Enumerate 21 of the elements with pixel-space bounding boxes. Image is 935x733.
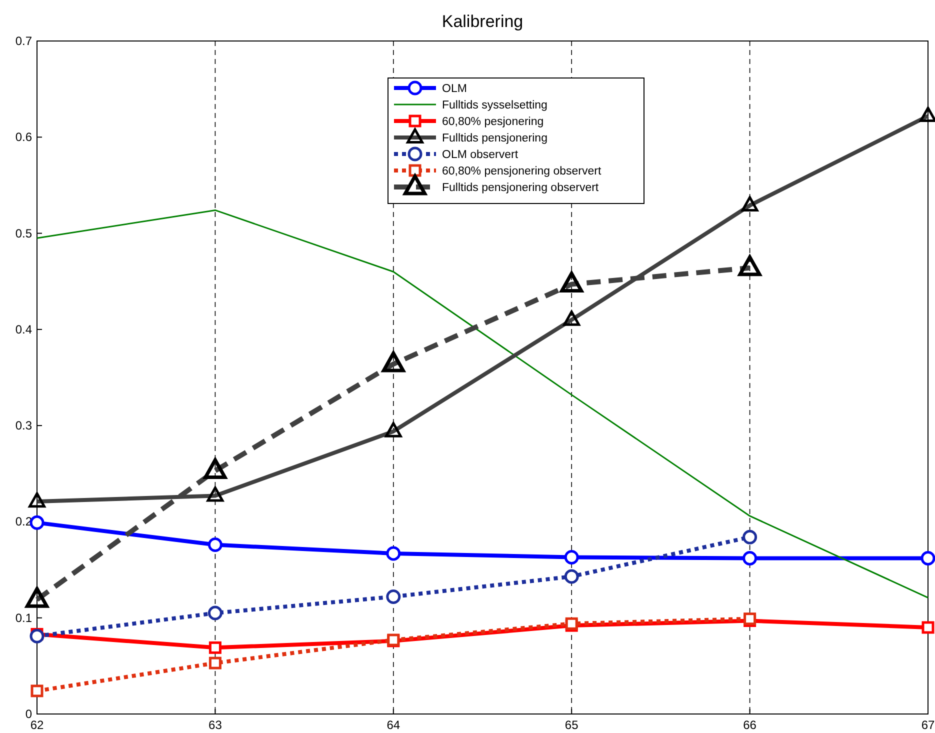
legend-label: Fulltids sysselsetting — [442, 100, 548, 112]
legend-label: Fulltids pensjonering — [442, 132, 548, 144]
x-tick-label: 64 — [386, 718, 400, 732]
legend-label: Fulltids pensjonering observert — [442, 182, 600, 194]
legend-label: OLM — [442, 83, 467, 95]
legend-label: 60,80% pesjonering — [442, 116, 544, 128]
legend-label: 60,80% pensjonering observert — [442, 166, 602, 178]
x-tick-label: 63 — [208, 718, 222, 732]
x-tick-label: 67 — [921, 718, 935, 732]
chart-title: Kalibrering — [442, 12, 524, 31]
x-tick-label: 65 — [564, 718, 579, 732]
y-tick-label: 0.1 — [15, 610, 32, 625]
x-tick-label: 62 — [30, 718, 44, 732]
y-tick-label: 0.6 — [15, 130, 32, 144]
y-tick-label: 0.7 — [15, 34, 32, 48]
legend-label: OLM observert — [442, 149, 519, 161]
x-tick-label: 66 — [743, 718, 757, 732]
y-tick-label: 0.4 — [15, 322, 32, 336]
y-tick-label: 0.3 — [15, 418, 32, 433]
y-tick-label: 0.5 — [15, 226, 32, 240]
y-tick-label: 0 — [25, 707, 32, 721]
